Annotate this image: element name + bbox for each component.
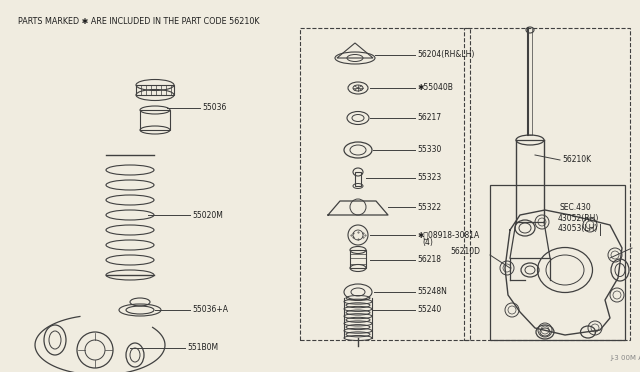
Text: 56217: 56217: [417, 113, 441, 122]
Bar: [355, 172, 361, 186]
Text: ✱55040B: ✱55040B: [417, 83, 453, 93]
Bar: [140, 110, 170, 130]
Text: 55248N: 55248N: [417, 288, 447, 296]
Text: 56210K: 56210K: [562, 155, 591, 164]
Bar: [350, 250, 366, 268]
Text: 55036: 55036: [202, 103, 227, 112]
Text: 55323: 55323: [417, 173, 441, 183]
Text: (4): (4): [422, 238, 433, 247]
Text: J-3 00M A: J-3 00M A: [610, 355, 640, 361]
Text: 55020M: 55020M: [192, 211, 223, 219]
Text: PARTS MARKED ✱ ARE INCLUDED IN THE PART CODE 56210K: PARTS MARKED ✱ ARE INCLUDED IN THE PART …: [18, 17, 259, 26]
Text: 55330: 55330: [417, 145, 442, 154]
Text: 43052(RH): 43052(RH): [558, 214, 600, 222]
Text: 55322: 55322: [417, 202, 441, 212]
Text: SEC.430: SEC.430: [560, 203, 592, 212]
Text: 43053(LH): 43053(LH): [558, 224, 598, 232]
Bar: [464, 28, 630, 340]
Text: 55036+A: 55036+A: [192, 305, 228, 314]
Text: 56210D: 56210D: [450, 247, 480, 257]
Text: 56204(RH&LH): 56204(RH&LH): [417, 51, 474, 60]
Bar: [136, 85, 174, 95]
Bar: [300, 28, 470, 340]
Text: 551B0M: 551B0M: [187, 343, 218, 353]
Text: 56218: 56218: [417, 256, 441, 264]
Text: 55240: 55240: [417, 305, 441, 314]
Text: ✱Ⓝ08918-3081A: ✱Ⓝ08918-3081A: [417, 231, 479, 240]
Bar: [490, 185, 625, 340]
